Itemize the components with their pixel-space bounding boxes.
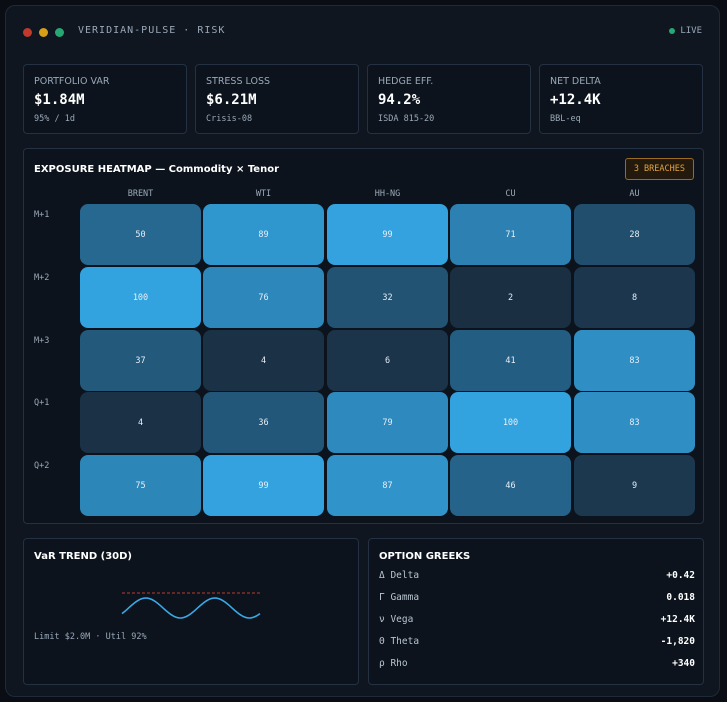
kpi-sub: Crisis-08 — [206, 114, 253, 124]
column-header-hh-ng: HH-NG — [374, 189, 401, 199]
greek-value: +0.42 — [666, 570, 695, 581]
row-header-q2: Q+2 — [34, 461, 50, 471]
kpi-card-hedge-eff: HEDGE EFF. 94.2% ISDA 815-20 — [367, 64, 531, 134]
heatmap-cell[interactable]: 2 — [450, 267, 571, 328]
heatmap-cell[interactable]: 83 — [574, 330, 695, 391]
kpi-sub: BBL-eq — [550, 114, 581, 124]
heatmap-cell[interactable]: 79 — [327, 392, 448, 453]
live-status: LIVE — [669, 26, 702, 36]
greek-name: ρ Rho — [379, 658, 408, 669]
heatmap-cell[interactable]: 99 — [203, 455, 324, 516]
kpi-value: $6.21M — [206, 92, 257, 108]
greek-row-rho: ρ Rho +340 — [379, 658, 695, 672]
var-trend-footer: Limit $2.0M · Util 92% — [34, 632, 147, 642]
heatmap-cell[interactable]: 100 — [80, 267, 201, 328]
greek-value: 0.018 — [666, 592, 695, 603]
greek-row-vega: ν Vega +12.4K — [379, 614, 695, 628]
var-trend-sparkline — [121, 592, 261, 619]
kpi-label: STRESS LOSS — [206, 76, 271, 87]
greek-value: -1,820 — [660, 636, 695, 647]
heatmap-cell[interactable]: 83 — [574, 392, 695, 453]
heatmap-cell[interactable]: 6 — [327, 330, 448, 391]
kpi-sub: 95% / 1d — [34, 114, 75, 124]
app-title: VERIDIAN-PULSE · RISK — [78, 25, 226, 36]
column-header-wti: WTI — [255, 189, 272, 199]
kpi-label: HEDGE EFF. — [378, 76, 434, 87]
kpi-value: $1.84M — [34, 92, 85, 108]
app-window: VERIDIAN-PULSE · RISK LIVE PORTFOLIO VAR… — [5, 5, 720, 697]
close-window-button[interactable] — [23, 28, 32, 37]
maximize-window-button[interactable] — [55, 28, 64, 37]
greek-name: Γ Gamma — [379, 592, 420, 603]
row-header-m3: M+3 — [34, 336, 50, 346]
heatmap-title: EXPOSURE HEATMAP — Commodity × Tenor — [34, 164, 280, 175]
title-bar: VERIDIAN-PULSE · RISK LIVE — [6, 6, 719, 56]
column-header-brent: BRENT — [127, 189, 154, 199]
var-trend-title: VaR TREND (30D) — [34, 551, 132, 562]
greek-row-gamma: Γ Gamma 0.018 — [379, 592, 695, 606]
kpi-value: +12.4K — [550, 92, 601, 108]
heatmap-cell[interactable]: 99 — [327, 204, 448, 265]
row-header-q1: Q+1 — [34, 398, 50, 408]
heatmap-cell[interactable]: 4 — [203, 330, 324, 391]
heatmap-cell[interactable]: 37 — [80, 330, 201, 391]
kpi-value: 94.2% — [378, 92, 421, 108]
column-header-au: AU — [629, 189, 640, 199]
greek-name: Θ Theta — [379, 636, 420, 647]
var-trend-panel: VaR TREND (30D) Limit $2.0M · Util 92% — [23, 538, 359, 685]
greek-row-theta: Θ Theta -1,820 — [379, 636, 695, 650]
option-greeks-panel: OPTION GREEKS Δ Delta +0.42 Γ Gamma 0.01… — [368, 538, 704, 685]
heatmap-cell[interactable]: 41 — [450, 330, 571, 391]
heatmap-cell[interactable]: 89 — [203, 204, 324, 265]
heatmap-cell[interactable]: 36 — [203, 392, 324, 453]
column-header-cu: CU — [505, 189, 516, 199]
heatmap-cell[interactable]: 8 — [574, 267, 695, 328]
var-trend-line — [121, 597, 261, 619]
exposure-heatmap-panel: EXPOSURE HEATMAP — Commodity × Tenor 3 B… — [23, 148, 704, 524]
heatmap-cell[interactable]: 32 — [327, 267, 448, 328]
heatmap-cell[interactable]: 71 — [450, 204, 571, 265]
heatmap-cell[interactable]: 46 — [450, 455, 571, 516]
greek-value: +340 — [672, 658, 695, 669]
heatmap-cell[interactable]: 75 — [80, 455, 201, 516]
row-header-m2: M+2 — [34, 273, 50, 283]
row-header-m1: M+1 — [34, 210, 50, 220]
kpi-sub: ISDA 815-20 — [378, 114, 435, 124]
breaches-badge[interactable]: 3 BREACHES — [624, 158, 694, 180]
kpi-label: NET DELTA — [550, 76, 601, 87]
heatmap-cell[interactable]: 28 — [574, 204, 695, 265]
kpi-card-net-delta: NET DELTA +12.4K BBL-eq — [539, 64, 703, 134]
heatmap-cell[interactable]: 50 — [80, 204, 201, 265]
kpi-label: PORTFOLIO VAR — [34, 76, 110, 87]
greek-name: ν Vega — [379, 614, 414, 625]
heatmap-cell[interactable]: 100 — [450, 392, 571, 453]
live-dot-icon — [669, 28, 676, 34]
minimize-window-button[interactable] — [39, 28, 48, 37]
heatmap-cell[interactable]: 9 — [574, 455, 695, 516]
heatmap-cell[interactable]: 87 — [327, 455, 448, 516]
greek-value: +12.4K — [660, 614, 695, 625]
greek-name: Δ Delta — [379, 570, 420, 581]
greek-row-delta: Δ Delta +0.42 — [379, 570, 695, 584]
kpi-card-stress-loss: STRESS LOSS $6.21M Crisis-08 — [195, 64, 359, 134]
heatmap-cell[interactable]: 4 — [80, 392, 201, 453]
option-greeks-title: OPTION GREEKS — [379, 551, 471, 562]
heatmap-cell[interactable]: 76 — [203, 267, 324, 328]
live-label: LIVE — [680, 26, 702, 36]
kpi-card-portfolio-var: PORTFOLIO VAR $1.84M 95% / 1d — [23, 64, 187, 134]
